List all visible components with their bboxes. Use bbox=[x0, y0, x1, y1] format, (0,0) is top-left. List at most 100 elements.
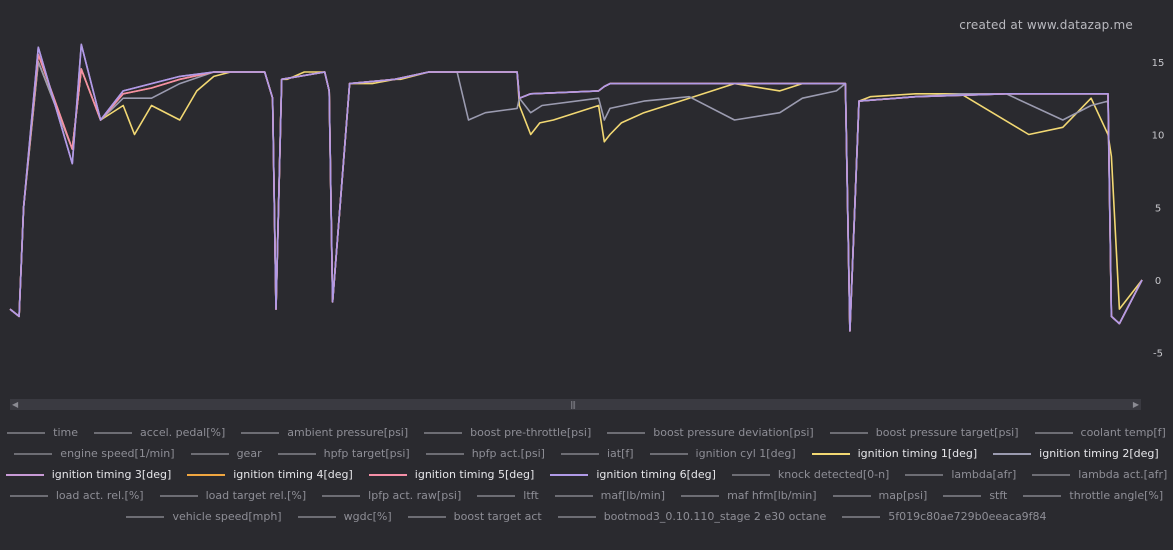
legend-item[interactable]: maf hfm[lb/min] bbox=[681, 489, 817, 502]
legend: time accel. pedal[%] ambient pressure[psi]… bbox=[0, 422, 1173, 527]
legend-swatch bbox=[554, 494, 593, 497]
legend-swatch bbox=[424, 431, 463, 434]
legend-label: ignition timing 3[deg] bbox=[51, 468, 172, 481]
legend-item[interactable]: lambda act.[afr] bbox=[1032, 468, 1167, 481]
slider-left-arrow-icon[interactable]: ◀ bbox=[12, 400, 19, 409]
legend-swatch bbox=[190, 452, 229, 455]
legend-label: stft bbox=[989, 489, 1008, 502]
legend-label: ignition cyl 1[deg] bbox=[695, 447, 796, 460]
legend-item[interactable]: ignition timing 5[deg] bbox=[368, 468, 535, 481]
legend-item[interactable]: accel. pedal[%] bbox=[94, 426, 225, 439]
legend-item[interactable]: ignition cyl 1[deg] bbox=[649, 447, 796, 460]
legend-label: 5f019c80ae729b0eeaca9f84 bbox=[888, 510, 1047, 523]
legend-item[interactable]: hpfp target[psi] bbox=[277, 447, 410, 460]
legend-item[interactable]: ignition timing 4[deg] bbox=[187, 468, 353, 481]
y-tick-label: 5 bbox=[1155, 203, 1161, 214]
legend-item[interactable]: stft bbox=[943, 489, 1007, 502]
legend-label: ignition timing 5[deg] bbox=[414, 468, 535, 481]
legend-swatch bbox=[832, 494, 871, 497]
series-line-2 bbox=[9, 60, 1143, 332]
legend-swatch bbox=[126, 515, 165, 518]
legend-item[interactable]: map[psi] bbox=[832, 489, 928, 502]
legend-item[interactable]: bootmod3_0.10.110_stage 2 e30 octane bbox=[557, 510, 827, 523]
legend-item[interactable]: ambient pressure[psi] bbox=[241, 426, 408, 439]
legend-item[interactable]: engine speed[1/min] bbox=[14, 447, 175, 460]
legend-row: engine speed[1/min] gear hpfp target[psi] h… bbox=[0, 443, 1173, 464]
legend-label: load target rel.[%] bbox=[205, 489, 307, 502]
legend-label: throttle angle[%] bbox=[1069, 489, 1164, 502]
legend-row: time accel. pedal[%] ambient pressure[psi]… bbox=[0, 422, 1173, 443]
legend-item[interactable]: lpfp act. raw[psi] bbox=[322, 489, 461, 502]
legend-item[interactable]: ignition timing 1[deg] bbox=[811, 447, 978, 460]
legend-label: boost pressure target[psi] bbox=[875, 426, 1019, 439]
legend-row: vehicle speed[mph] wgdc[%] boost target ac… bbox=[0, 506, 1173, 527]
legend-item[interactable]: iat[f] bbox=[560, 447, 634, 460]
legend-label: ambient pressure[psi] bbox=[287, 426, 409, 439]
legend-item[interactable]: ignition timing 3[deg] bbox=[5, 468, 172, 481]
legend-item[interactable]: boost pressure target[psi] bbox=[829, 426, 1019, 439]
legend-label: lambda act.[afr] bbox=[1078, 468, 1168, 481]
legend-swatch bbox=[557, 515, 596, 518]
legend-swatch bbox=[1032, 473, 1071, 476]
legend-label: lpfp act. raw[psi] bbox=[368, 489, 462, 502]
legend-swatch bbox=[681, 494, 720, 497]
slider-handle-icon[interactable]: ||| bbox=[570, 400, 576, 409]
legend-swatch bbox=[407, 515, 446, 518]
legend-row: load act. rel.[%] load target rel.[%] lpfp… bbox=[0, 485, 1173, 506]
legend-swatch bbox=[731, 473, 770, 476]
legend-swatch bbox=[649, 452, 688, 455]
legend-label: ltft bbox=[523, 489, 539, 502]
legend-label: gear bbox=[236, 447, 262, 460]
legend-swatch bbox=[14, 452, 53, 455]
legend-label: hpfp act.[psi] bbox=[471, 447, 545, 460]
series-line-4 bbox=[9, 53, 1143, 332]
legend-swatch bbox=[477, 494, 516, 497]
y-tick-label: -5 bbox=[1153, 349, 1163, 360]
legend-label: vehicle speed[mph] bbox=[172, 510, 282, 523]
legend-swatch bbox=[993, 452, 1032, 455]
y-tick-label: 15 bbox=[1152, 58, 1165, 69]
legend-swatch bbox=[5, 473, 44, 476]
legend-label: ignition timing 1[deg] bbox=[857, 447, 978, 460]
watermark-text: created at www.datazap.me bbox=[959, 18, 1133, 32]
legend-item[interactable]: maf[lb/min] bbox=[554, 489, 665, 502]
legend-item[interactable]: hpfp act.[psi] bbox=[425, 447, 545, 460]
series-line-6 bbox=[9, 43, 1143, 332]
legend-item[interactable]: throttle angle[%] bbox=[1023, 489, 1163, 502]
legend-swatch bbox=[277, 452, 316, 455]
legend-swatch bbox=[943, 494, 982, 497]
legend-item[interactable]: 5f019c80ae729b0eeaca9f84 bbox=[842, 510, 1047, 523]
range-slider[interactable]: ◀ ||| ▶ bbox=[10, 399, 1141, 410]
legend-item[interactable]: boost target act bbox=[407, 510, 542, 523]
legend-item[interactable]: load target rel.[%] bbox=[159, 489, 307, 502]
legend-swatch bbox=[842, 515, 881, 518]
legend-item[interactable]: load act. rel.[%] bbox=[9, 489, 144, 502]
legend-label: iat[f] bbox=[606, 447, 634, 460]
legend-item[interactable]: coolant temp[f] bbox=[1034, 426, 1166, 439]
legend-swatch bbox=[905, 473, 944, 476]
legend-item[interactable]: wgdc[%] bbox=[297, 510, 392, 523]
legend-label: time bbox=[53, 426, 79, 439]
series-line-3 bbox=[9, 43, 1143, 332]
legend-item[interactable]: knock detected[0-n] bbox=[731, 468, 890, 481]
legend-item[interactable]: time bbox=[7, 426, 78, 439]
legend-label: knock detected[0-n] bbox=[777, 468, 890, 481]
legend-label: map[psi] bbox=[878, 489, 928, 502]
legend-item[interactable]: ignition timing 6[deg] bbox=[550, 468, 716, 481]
legend-swatch bbox=[1023, 494, 1062, 497]
legend-label: bootmod3_0.10.110_stage 2 e30 octane bbox=[603, 510, 827, 523]
slider-right-arrow-icon[interactable]: ▶ bbox=[1132, 400, 1139, 409]
legend-item[interactable]: ltft bbox=[477, 489, 539, 502]
legend-label: lambda[afr] bbox=[951, 468, 1017, 481]
series-line-5 bbox=[9, 53, 1143, 332]
legend-label: ignition timing 6[deg] bbox=[596, 468, 716, 481]
legend-item[interactable]: lambda[afr] bbox=[905, 468, 1016, 481]
legend-item[interactable]: boost pressure deviation[psi] bbox=[607, 426, 814, 439]
legend-item[interactable]: boost pre-throttle[psi] bbox=[424, 426, 591, 439]
legend-item[interactable]: gear bbox=[190, 447, 262, 460]
legend-item[interactable]: vehicle speed[mph] bbox=[126, 510, 282, 523]
legend-swatch bbox=[425, 452, 464, 455]
legend-item[interactable]: ignition timing 2[deg] bbox=[993, 447, 1159, 460]
legend-label: ignition timing 4[deg] bbox=[233, 468, 353, 481]
legend-swatch bbox=[368, 473, 407, 476]
